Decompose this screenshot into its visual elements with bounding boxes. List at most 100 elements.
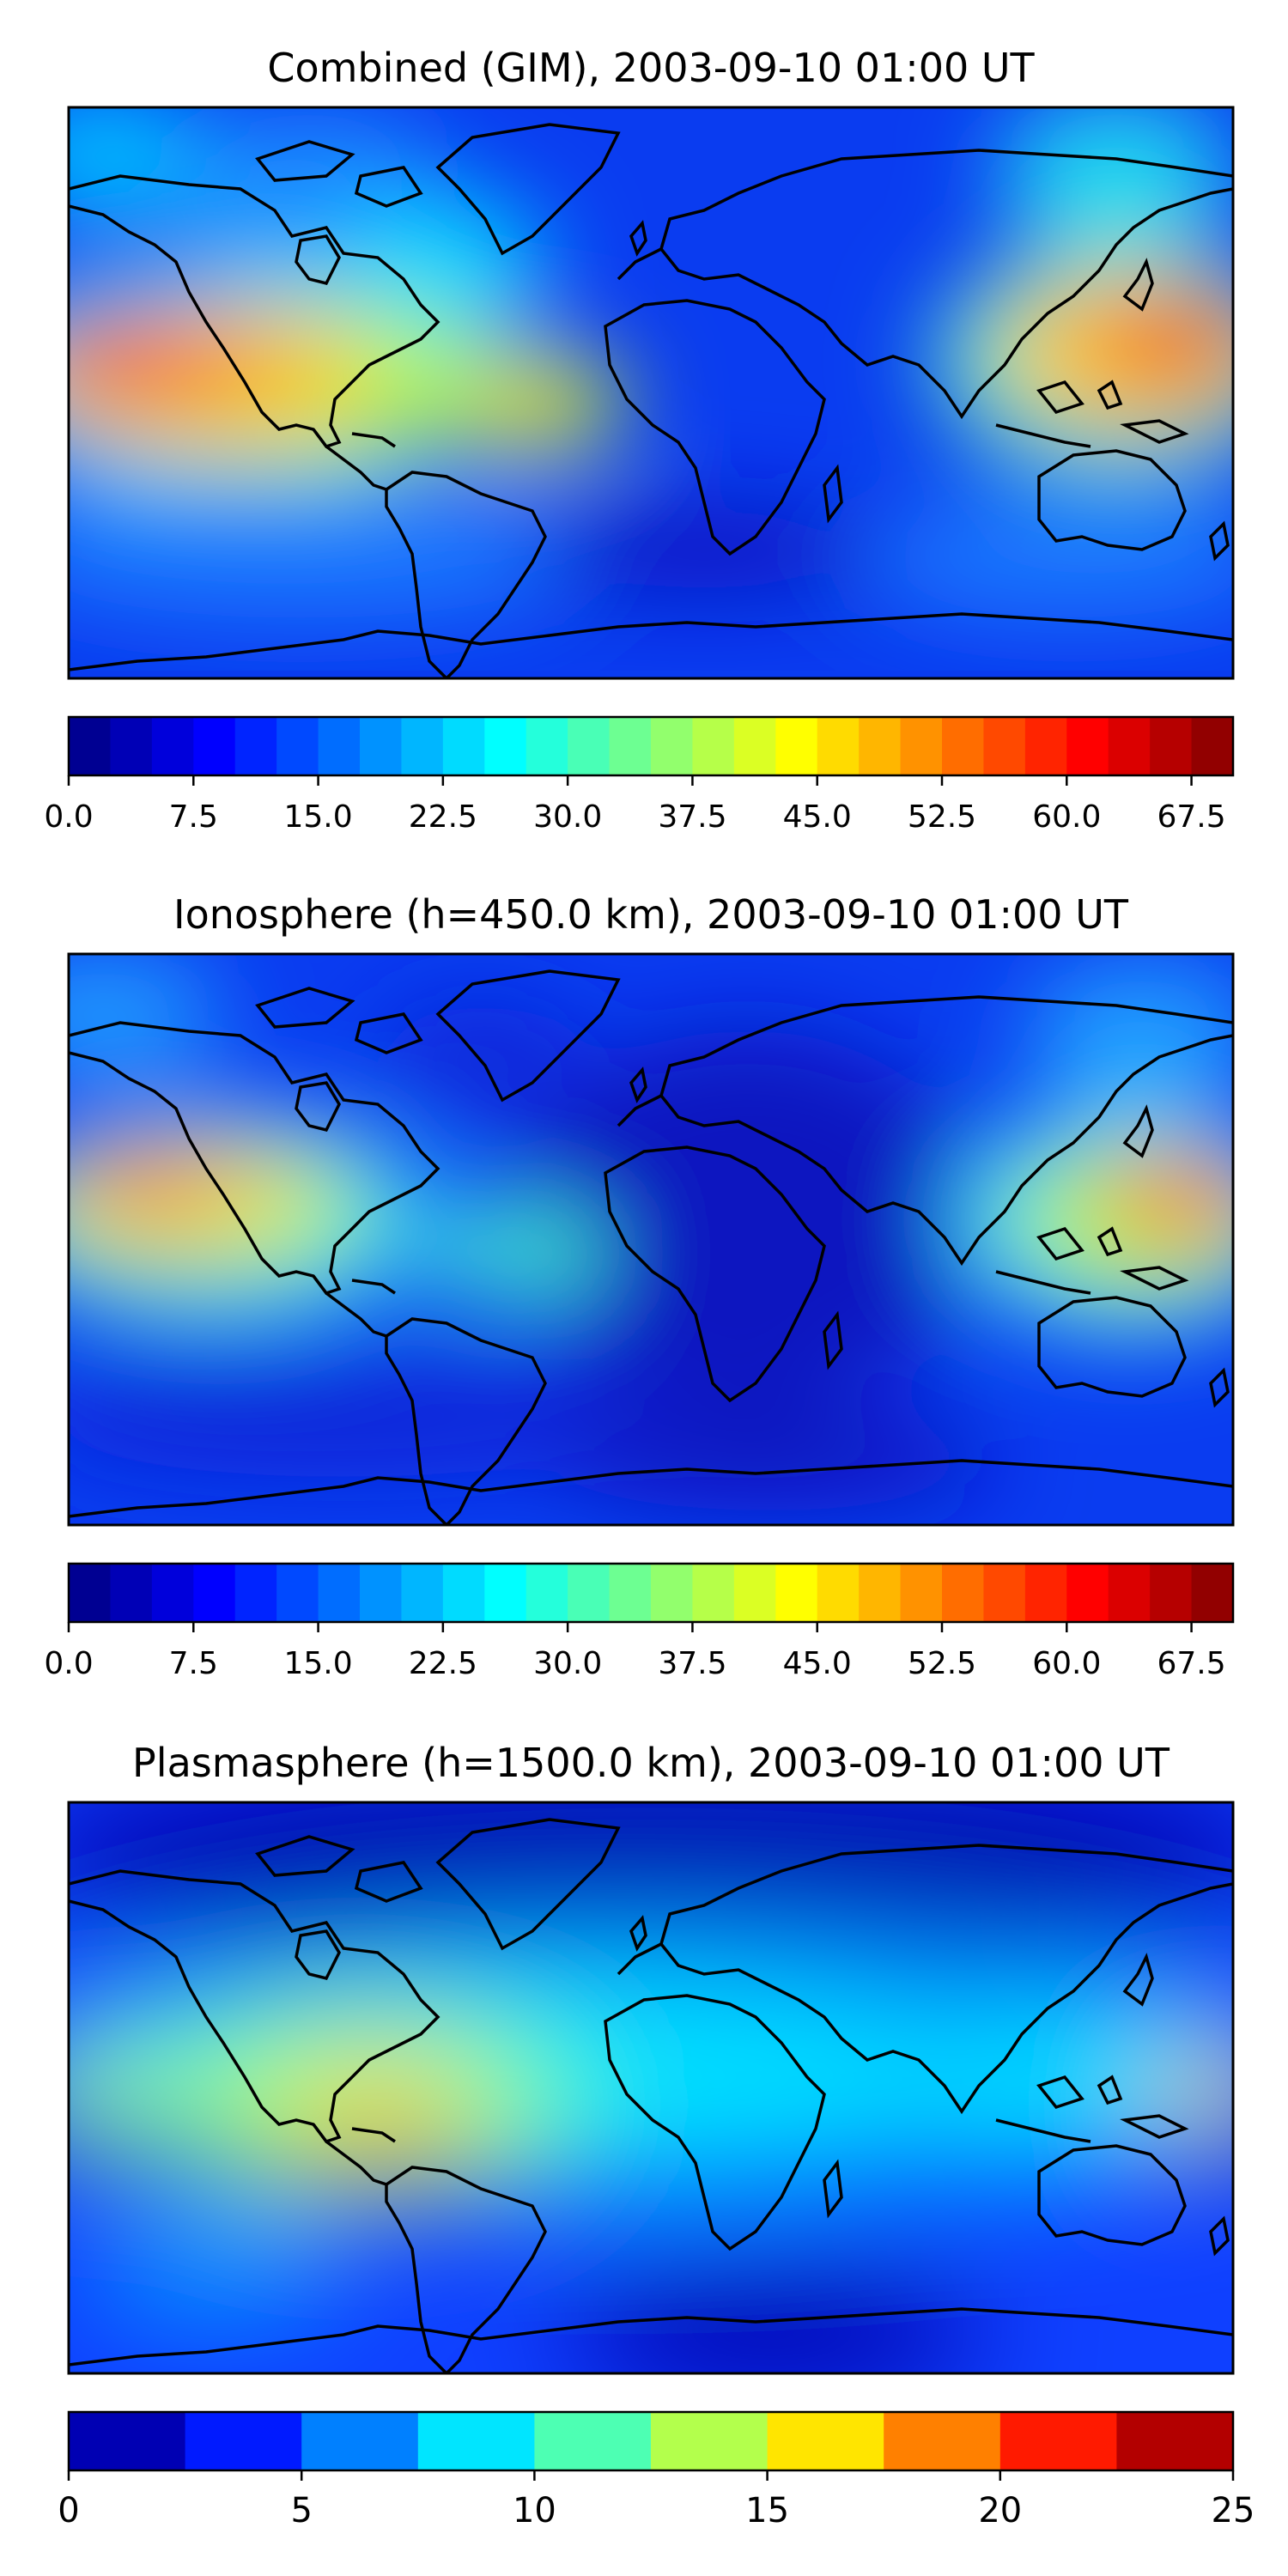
colorbar-level (484, 717, 527, 775)
colorbar-tick-label: 15.0 (283, 799, 352, 835)
colorbar-level (1191, 717, 1234, 775)
colorbar-level (401, 1564, 444, 1622)
colorbar-level (900, 717, 943, 775)
colorbar-level (733, 1564, 776, 1622)
colorbar-tick-label: 5 (290, 2491, 312, 2530)
colorbar-level (484, 1564, 527, 1622)
colorbar-level (733, 717, 776, 775)
colorbar-level (526, 717, 568, 775)
colorbar-level (1150, 1564, 1193, 1622)
colorbar-tick-label: 0 (58, 2491, 79, 2530)
colorbar-tick-label: 67.5 (1157, 799, 1225, 835)
colorbar-level (193, 1564, 236, 1622)
colorbar-level (301, 2412, 419, 2470)
colorbar-tick-label: 37.5 (658, 799, 726, 835)
colorbar-level (651, 2412, 769, 2470)
colorbar-level (526, 1564, 568, 1622)
colorbar-tick-label: 30.0 (533, 799, 602, 835)
colorbar-level (983, 1564, 1026, 1622)
colorbar-level (568, 1564, 611, 1622)
panel-3-title: Plasmasphere (h=1500.0 km), 2003-09-10 0… (132, 1740, 1170, 1786)
colorbar-level (983, 717, 1026, 775)
colorbar-tick-label: 37.5 (658, 1646, 726, 1681)
colorbar-tick-label: 0.0 (44, 799, 93, 835)
colorbar-level (859, 717, 902, 775)
colorbar-level (817, 1564, 860, 1622)
colorbar-level (692, 1564, 735, 1622)
colorbar-tick-label: 22.5 (409, 799, 477, 835)
colorbar-level (69, 717, 112, 775)
colorbar-level (234, 1564, 277, 1622)
colorbar-level (276, 1564, 319, 1622)
colorbar-level (276, 717, 319, 775)
colorbar-level (1024, 717, 1067, 775)
colorbar-level (234, 717, 277, 775)
panel-1-map (69, 107, 1233, 678)
colorbar-tick-label: 45.0 (783, 799, 852, 835)
colorbar-tick-label: 60.0 (1032, 799, 1101, 835)
colorbar-frame (67, 2410, 1235, 2472)
colorbar-tick-label: 10 (513, 2491, 556, 2530)
colorbar-level (900, 1564, 943, 1622)
colorbar-level (568, 717, 611, 775)
colorbar-tick-label: 0.0 (44, 1646, 93, 1681)
colorbar-tick-label: 22.5 (409, 1646, 477, 1681)
panel-2-map (69, 954, 1233, 1525)
colorbar-tick-label: 60.0 (1032, 1646, 1101, 1681)
colorbar-level (692, 717, 735, 775)
colorbar-level (1108, 717, 1151, 775)
colorbar-level (775, 717, 818, 775)
panel-3-frame (67, 1801, 1235, 2375)
panel-2-colorbar: 0.0 7.5 15.0 22.5 30.0 37.5 45.0 52.5 60.0 67.5 (44, 1562, 1235, 1681)
colorbar-level (817, 717, 860, 775)
colorbar-level (1150, 717, 1193, 775)
colorbar-level (609, 717, 652, 775)
colorbar-level (193, 717, 236, 775)
colorbar-level (110, 717, 153, 775)
colorbar-level (775, 1564, 818, 1622)
colorbar-tick-label: 45.0 (783, 1646, 852, 1681)
colorbar-tick-label: 20 (978, 2491, 1022, 2530)
colorbar-level (185, 2412, 302, 2470)
colorbar-level (360, 1564, 403, 1622)
colorbar-tick-label: 15.0 (283, 1646, 352, 1681)
colorbar-level (942, 717, 985, 775)
colorbar-level (401, 717, 444, 775)
colorbar-level (1191, 1564, 1234, 1622)
colorbar-level (609, 1564, 652, 1622)
panel-2-frame (67, 952, 1235, 1527)
colorbar-level (110, 1564, 153, 1622)
colorbar-tick-label: 25 (1212, 2491, 1255, 2530)
panel-3-map (69, 1802, 1233, 2373)
colorbar-level (859, 1564, 902, 1622)
colorbar-level (999, 2412, 1117, 2470)
colorbar-level (417, 2412, 535, 2470)
colorbar-level (151, 717, 194, 775)
colorbar-frame (67, 715, 1235, 777)
colorbar-level (318, 1564, 361, 1622)
colorbar-level (151, 1564, 194, 1622)
panel-1-colorbar: 0.0 7.5 15.0 22.5 30.0 37.5 45.0 52.5 60.0 67.5 (44, 715, 1235, 835)
colorbar-level (1066, 717, 1109, 775)
panel-1-frame (67, 106, 1235, 680)
panel-1-title: Combined (GIM), 2003-09-10 01:00 UT (267, 45, 1035, 91)
colorbar-tick-label: 7.5 (169, 1646, 218, 1681)
colorbar-tick-label: 52.5 (908, 1646, 976, 1681)
colorbar-level (884, 2412, 1001, 2470)
colorbar-level (1066, 1564, 1109, 1622)
colorbar-level (69, 2412, 186, 2470)
colorbar-level (651, 1564, 694, 1622)
colorbar-level (534, 2412, 652, 2470)
panel-3-colorbar: 0 5 10 15 20 25 (58, 2410, 1255, 2530)
colorbar-tick-label: 67.5 (1157, 1646, 1225, 1681)
colorbar-level (1116, 2412, 1234, 2470)
colorbar-tick-label: 52.5 (908, 799, 976, 835)
panel-2-title: Ionosphere (h=450.0 km), 2003-09-10 01:0… (173, 891, 1129, 938)
colorbar-level (442, 1564, 485, 1622)
colorbar-tick-label: 7.5 (169, 799, 218, 835)
colorbar-tick-label: 15 (745, 2491, 789, 2530)
colorbar-frame (67, 1562, 1235, 1624)
colorbar-level (442, 717, 485, 775)
colorbar-level (1024, 1564, 1067, 1622)
